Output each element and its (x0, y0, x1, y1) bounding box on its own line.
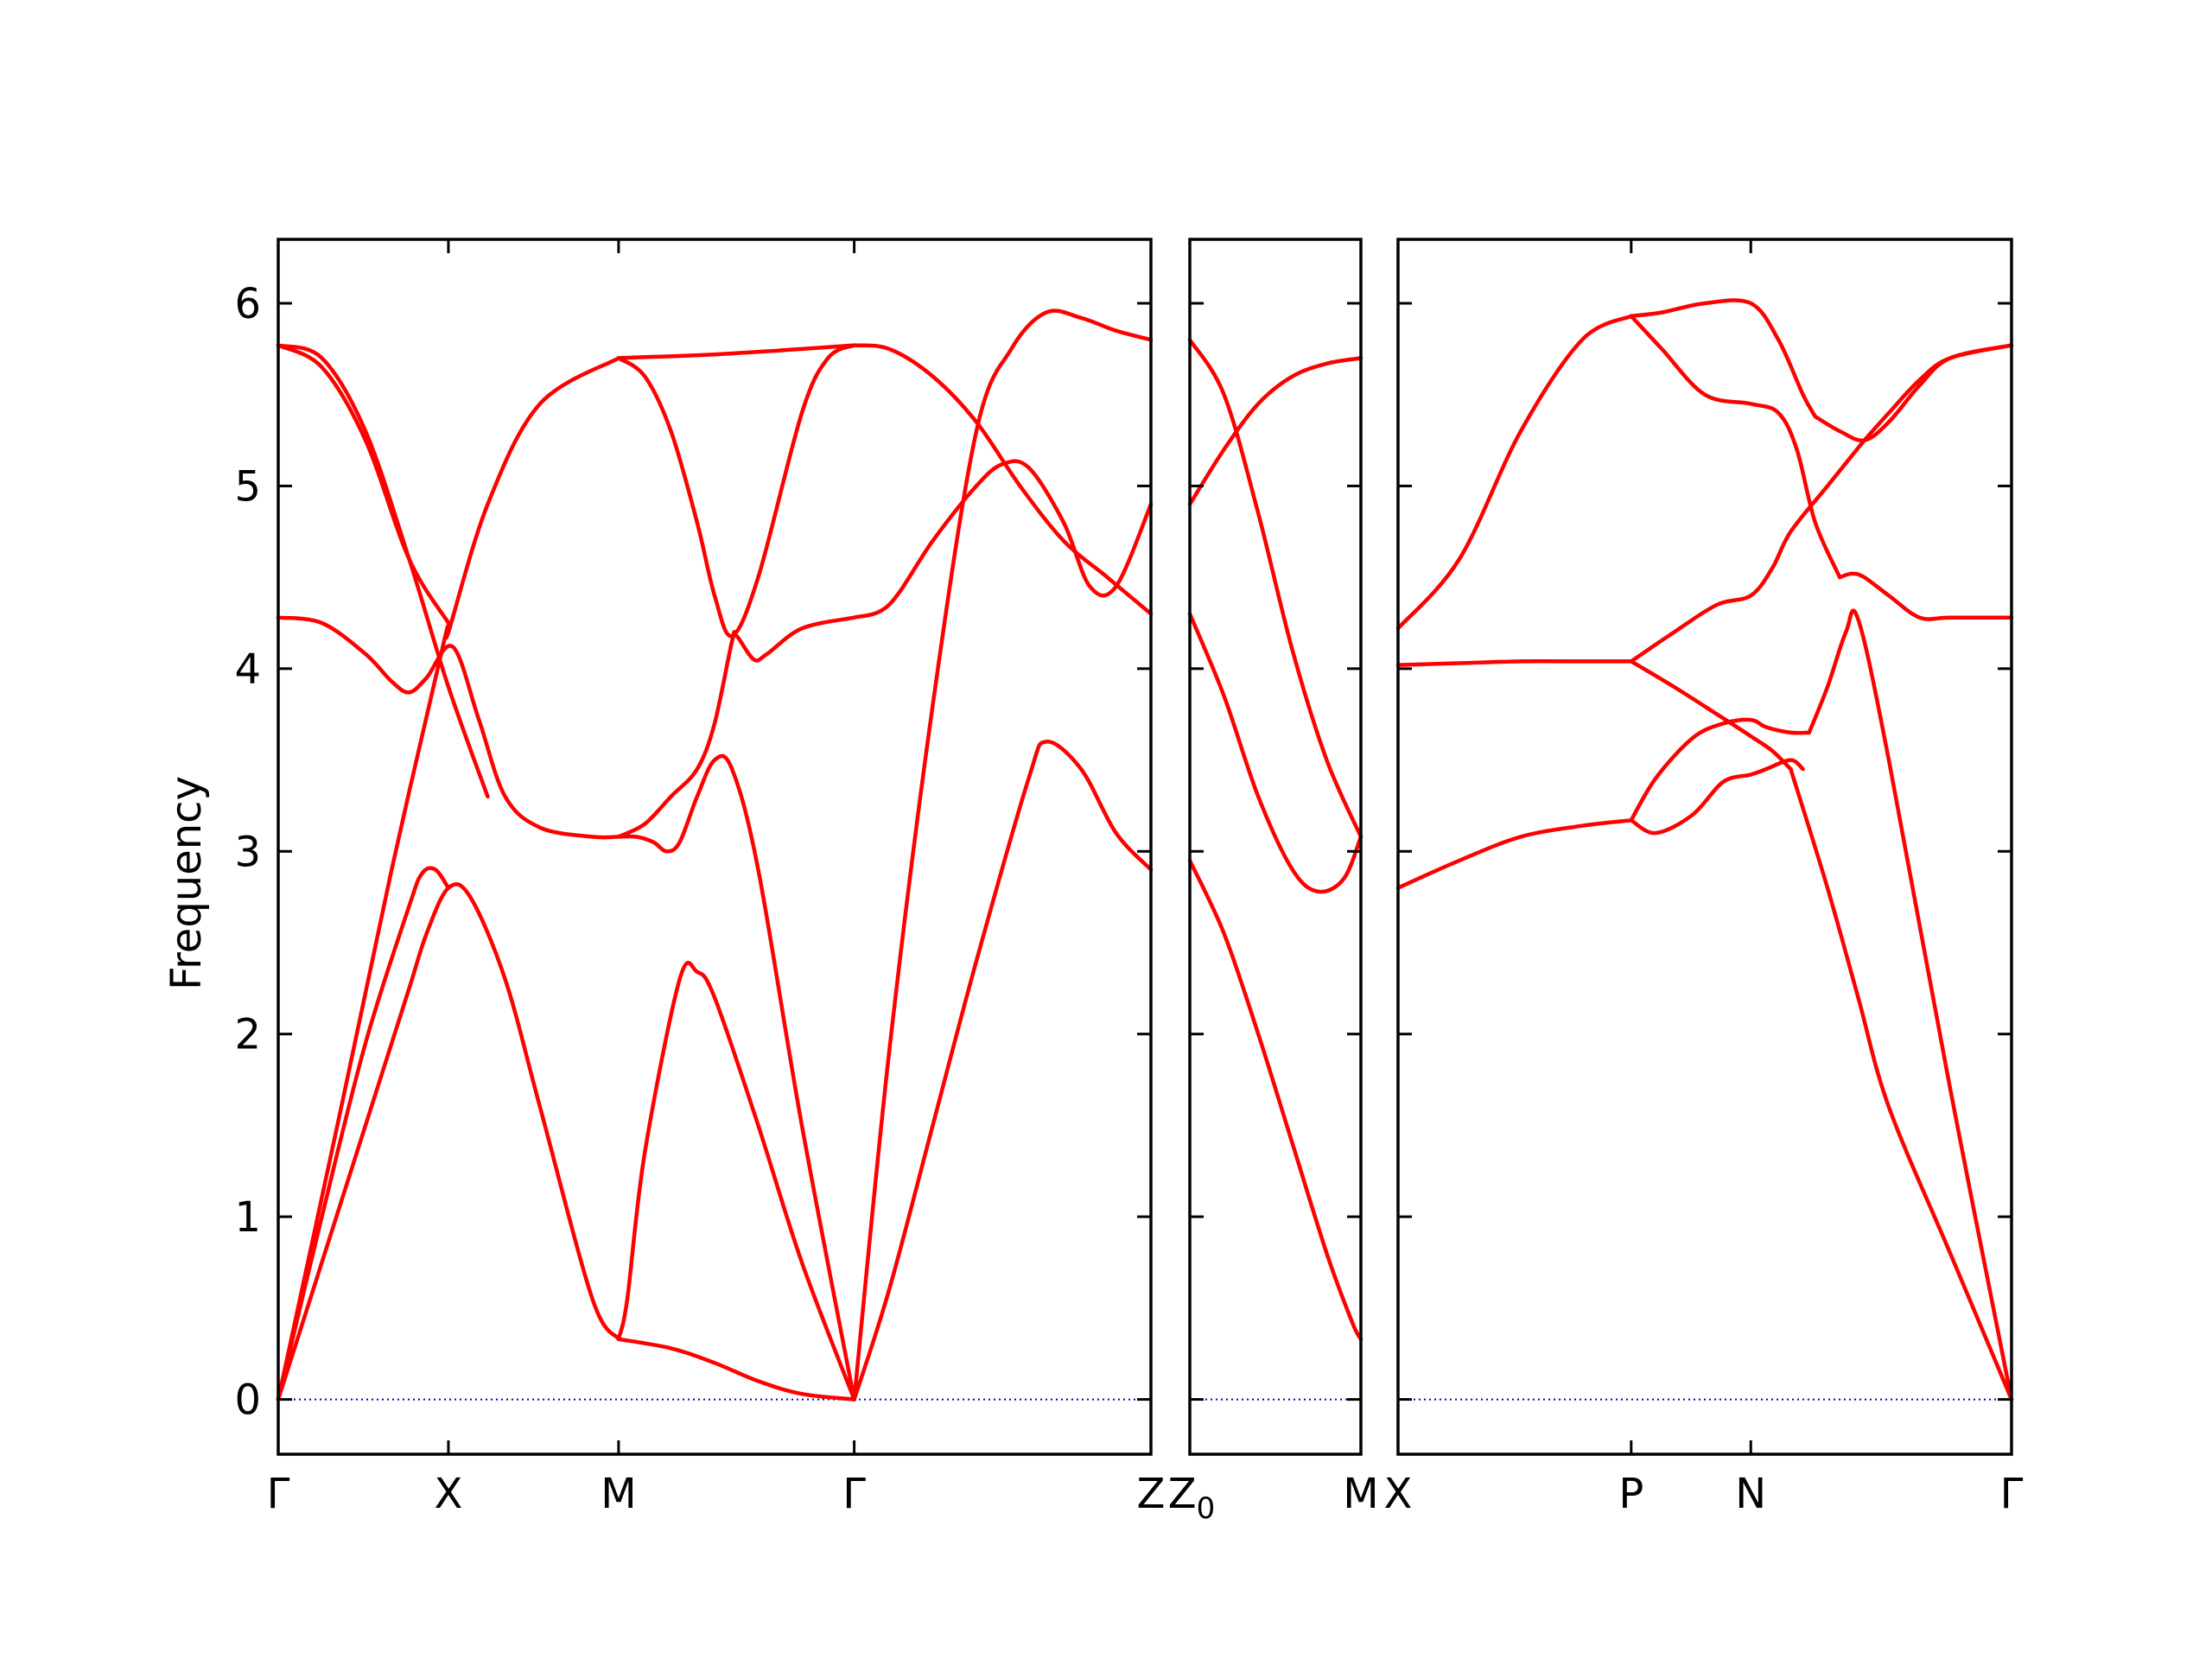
panel-frame (276, 238, 1153, 1456)
y-axis-label: Frequency (162, 776, 211, 990)
band-line (616, 343, 856, 639)
band-line (1629, 314, 1842, 580)
panel-2: Z0 M (1168, 238, 1379, 1526)
y-tick-label: 4 (234, 645, 261, 694)
band-line (852, 343, 1154, 616)
x-tick-label: X (1384, 1470, 1413, 1518)
band-line (1837, 571, 2014, 621)
band-line (616, 1337, 856, 1402)
band-line (1395, 818, 1634, 890)
band-line (1807, 608, 2014, 1402)
x-tick-label: Γ (842, 1470, 866, 1518)
band-line (852, 740, 1154, 1402)
x-tick-label: M (1343, 1470, 1378, 1518)
band-line (1187, 612, 1363, 894)
x-tick-label: X (435, 1470, 463, 1518)
band-line (1629, 298, 1818, 419)
band-line (1789, 766, 2014, 1402)
band-line (276, 343, 490, 799)
band-line (616, 960, 856, 1402)
band-line (616, 615, 856, 839)
band-line (1629, 659, 1793, 772)
x-tick-label: M (601, 1470, 636, 1518)
x-tick-label: Γ (2000, 1470, 2024, 1518)
y-tick-label: 0 (234, 1376, 261, 1425)
band-line (1187, 356, 1363, 506)
y-tick-label: 2 (234, 1011, 261, 1059)
band-line (1862, 343, 2014, 442)
x-tick-label: N (1735, 1470, 1766, 1518)
band-line (1395, 314, 1634, 631)
band-line (852, 459, 1154, 620)
y-tick-label: 3 (234, 828, 261, 876)
band-line (1629, 717, 1811, 823)
band-line (1629, 758, 1805, 836)
band-line (1813, 343, 2014, 443)
band-line (276, 615, 621, 840)
y-tick-label: 5 (234, 462, 261, 511)
x-tick-label: Z (1137, 1470, 1166, 1518)
y-tick-label: 6 (234, 280, 261, 328)
band-line (276, 866, 451, 1402)
panel-frame (1188, 238, 1363, 1456)
band-line (616, 753, 856, 1402)
band-line (852, 308, 1154, 1402)
panel-frame (1396, 238, 2013, 1456)
band-line (1629, 438, 1866, 664)
x-tick-label: Γ (267, 1470, 290, 1518)
x-tick-label: Z0 (1168, 1470, 1216, 1526)
band-line (1187, 338, 1363, 839)
band-line (1187, 858, 1363, 1342)
band-line (616, 343, 856, 360)
band-line (276, 881, 621, 1402)
y-tick-label: 1 (234, 1193, 261, 1242)
band-line (1395, 658, 1634, 667)
band-line (276, 343, 451, 626)
x-tick-label: P (1618, 1470, 1643, 1518)
